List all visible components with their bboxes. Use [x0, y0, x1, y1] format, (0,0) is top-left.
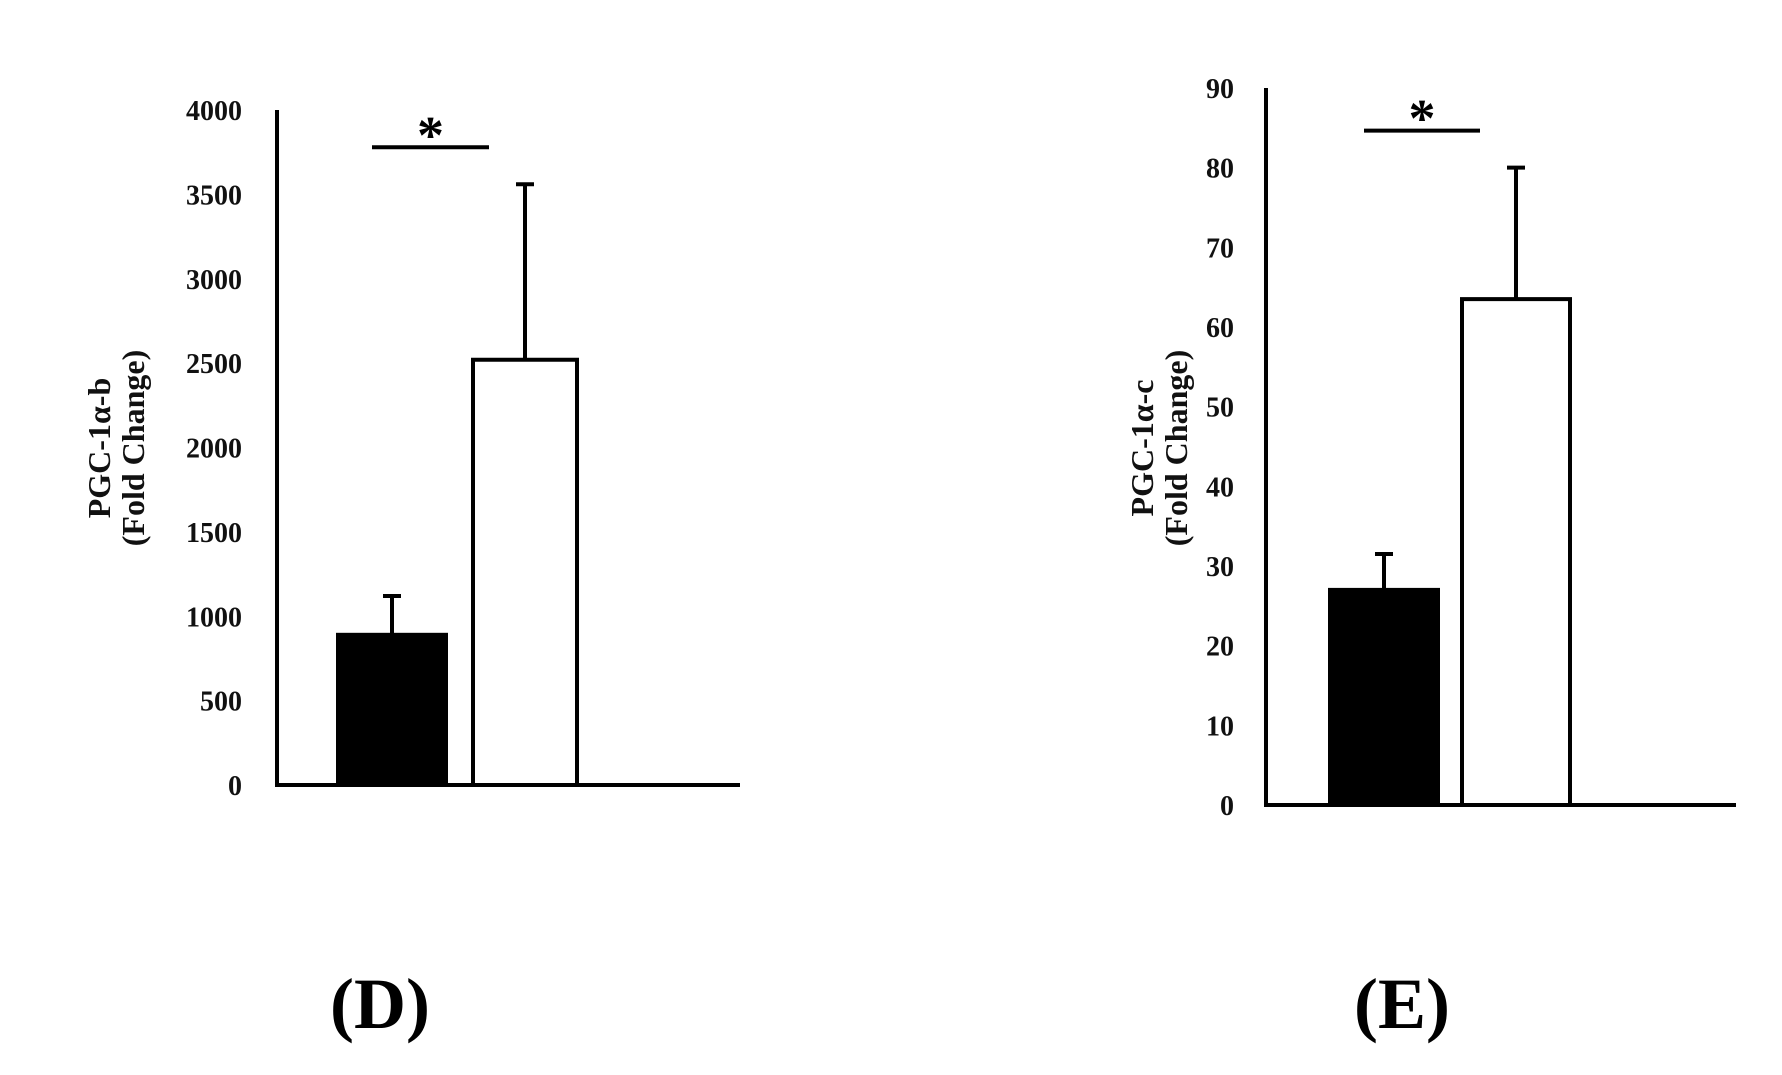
- y-tick-label-d: 3000: [186, 265, 242, 296]
- bar-d-2: [471, 357, 579, 787]
- y-tick-label-e: 20: [1206, 632, 1234, 663]
- y-axis-label-e-line2: (Fold Change): [1158, 350, 1194, 546]
- chart-panel-d: 0 500 1000 1500 2000 2500 3000 3500 4000 * PGC-1…: [81, 96, 740, 1044]
- y-tick-label-e: 40: [1206, 472, 1234, 503]
- y-tick-label-d: 3500: [186, 180, 242, 211]
- y-tick-label-e: 50: [1206, 393, 1234, 424]
- y-tick-label-e: 30: [1206, 552, 1234, 583]
- y-ticks-d: 0 500 1000 1500 2000 2500 3000 3500 4000: [186, 96, 242, 802]
- y-tick-label-d: 0: [228, 771, 242, 802]
- y-ticks-e: 0 10 20 30 40 50 60 70 80 90: [1206, 74, 1234, 822]
- bars-d: *: [336, 105, 579, 787]
- y-tick-label-e: 90: [1206, 74, 1234, 105]
- panel-label-e: (E): [1354, 964, 1450, 1044]
- bar-d-1: [336, 632, 448, 787]
- y-axis-label-e-line1: PGC-1α-c: [1124, 380, 1160, 517]
- y-axis-label-d-line2: (Fold Change): [115, 350, 151, 546]
- chart-panel-e: 0 10 20 30 40 50 60 70 80 90 * PGC-1α-c (Fold Cha…: [1124, 74, 1736, 1044]
- y-tick-label-e: 80: [1206, 154, 1234, 185]
- y-tick-label-d: 4000: [186, 96, 242, 127]
- y-tick-label-e: 60: [1206, 313, 1234, 344]
- y-tick-label-d: 1000: [186, 602, 242, 633]
- y-tick-label-e: 10: [1206, 711, 1234, 742]
- y-tick-label-d: 2500: [186, 349, 242, 380]
- y-tick-label-e: 70: [1206, 233, 1234, 264]
- panel-label-d: (D): [330, 964, 430, 1044]
- significance-marker-d: *: [417, 105, 444, 165]
- y-axis-label-d-line1: PGC-1α-b: [81, 378, 117, 519]
- y-tick-label-d: 1500: [186, 518, 242, 549]
- y-tick-label-e: 0: [1220, 791, 1234, 822]
- bars-e: *: [1328, 89, 1572, 808]
- y-tick-label-d: 2000: [186, 434, 242, 465]
- bar-e-1: [1328, 587, 1440, 808]
- significance-marker-e: *: [1409, 89, 1436, 149]
- bar-e-2: [1460, 297, 1572, 807]
- y-tick-label-d: 500: [200, 687, 242, 718]
